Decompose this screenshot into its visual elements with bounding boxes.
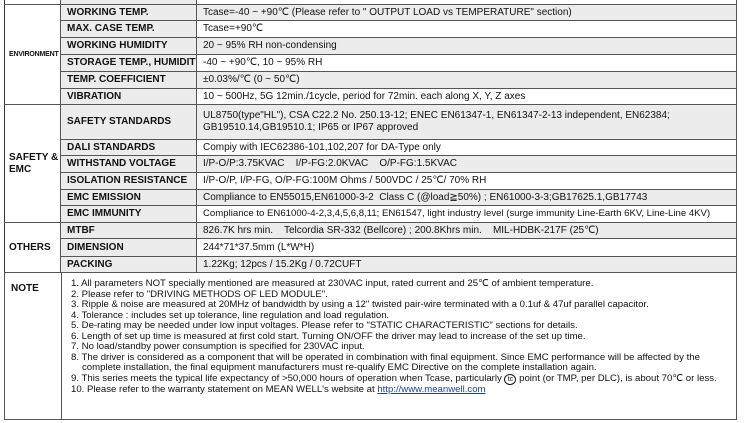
group-safety-emc: SAFETY & EMC: [4, 104, 61, 223]
note-text: point (or TMP, per DLC), is about 70℃ or…: [516, 372, 717, 384]
note-label: NOTE: [11, 283, 39, 294]
row-value: 826.7K hrs min. Telcordia SR-332 (Bellco…: [196, 222, 737, 239]
row-value: Compliance to EN55015,EN61000-3-2 Class …: [196, 189, 737, 206]
row-label: MAX. CASE TEMP.: [60, 20, 197, 38]
table-row: PACKING 1.22Kg; 12pcs / 15.2Kg / 0.72CUFT: [5, 256, 737, 273]
row-value: UL8750(type"HL"), CSA C22.2 No. 250.13-1…: [196, 104, 737, 140]
row-value: Tcase=-40 ~ +90℃ (Please refer to " OUTP…: [196, 4, 737, 21]
note-item: 1. All parameters NOT specially mentione…: [71, 278, 594, 289]
table-row: EMC EMISSION Compliance to EN55015,EN6100…: [5, 189, 737, 206]
row-value-line: UL8750(type"HL"), CSA C22.2 No. 250.13-1…: [203, 110, 670, 121]
group-environment: ENVIRONMENT: [4, 4, 61, 105]
row-value: 1.22Kg; 12pcs / 15.2Kg / 0.72CUFT: [196, 256, 737, 273]
note-item-continuation: complete installation, the final equipme…: [82, 362, 597, 373]
note-divider: [61, 273, 62, 419]
note-item: 4. Tolerance : includes set up tolerance…: [71, 309, 390, 321]
note-list: 1. All parameters NOT specially mentione…: [71, 278, 717, 396]
row-label: DIMENSION: [60, 238, 197, 257]
row-value: Tcase=+90℃: [196, 20, 737, 38]
row-label: EMC IMMUNITY: [60, 205, 197, 223]
note-text: 9. This series meets the typical life ex…: [71, 372, 505, 384]
note-item: 7. No load/standby power consumption is …: [71, 341, 365, 352]
table-row: STORAGE TEMP., HUMIDITY -40 ~ +90℃, 10 ~ …: [5, 54, 737, 72]
table-row: WORKING HUMIDITY 20 ~ 95% RH non-condensi…: [5, 37, 737, 55]
row-label: STORAGE TEMP., HUMIDITY: [60, 54, 197, 72]
note-item: 6. Length of set up time is measured at …: [71, 330, 586, 342]
table-row: SAFETY & EMC SAFETY STANDARDS UL8750(typ…: [4, 104, 737, 223]
row-value: ±0.03%/℃ (0 ~ 50℃): [196, 71, 737, 89]
table-row: WITHSTAND VOLTAGE I/P-O/P:3.75KVAC I/P-FG…: [5, 155, 737, 173]
row-label: VIBRATION: [60, 88, 197, 105]
table-row: MAX. CASE TEMP. Tcase=+90℃: [5, 20, 737, 38]
row-value: 244*71*37.5mm (L*W*H): [196, 238, 737, 257]
row-label: WORKING TEMP.: [60, 4, 197, 21]
row-value: Compiy with IEC62386-101,102,207 for DA-…: [196, 139, 737, 156]
table-row: ENVIRONMENT WORKING TEMP. Tcase=-40 ~ +9…: [4, 4, 737, 105]
row-label: TEMP. COEFFICIENT: [60, 71, 197, 89]
table-row: OTHERS MTBF 826.7K hrs min. Telcordia SR…: [4, 222, 737, 273]
tc-point-icon: tc: [504, 373, 517, 385]
note-item: 9. This series meets the typical life ex…: [71, 372, 717, 385]
table-row: VIBRATION 10 ~ 500Hz, 5G 12min./1cycle, p…: [5, 88, 737, 105]
row-value: -40 ~ +90℃, 10 ~ 95% RH: [196, 54, 737, 72]
row-value: I/P-O/P:3.75KVAC I/P-FG:2.0KVAC O/P-FG:1…: [196, 155, 737, 173]
note-text: 10. Please refer to the warranty stateme…: [71, 383, 378, 395]
row-value-line: GB19510.14,GB19510.1; IP65 or IP67 appro…: [203, 122, 419, 133]
row-label: DALI STANDARDS: [60, 139, 197, 156]
table-row: DIMENSION 244*71*37.5mm (L*W*H): [5, 238, 737, 257]
row-label: WORKING HUMIDITY: [60, 37, 197, 55]
row-value: I/P-O/P, I/P-FG, O/P-FG:100M Ohms / 500V…: [196, 172, 737, 190]
note-item: 5. De-rating may be needed under low inp…: [71, 320, 578, 331]
meanwell-website-link[interactable]: http://www.meanwell.com: [377, 383, 486, 395]
row-label: ISOLATION RESISTANCE: [60, 172, 197, 190]
row-label: PACKING: [60, 256, 197, 273]
row-value: 10 ~ 500Hz, 5G 12min./1cycle, period for…: [196, 88, 737, 105]
row-value: 20 ~ 95% RH non-condensing: [196, 37, 737, 55]
row-label: WITHSTAND VOLTAGE: [60, 155, 197, 173]
table-row: TEMP. COEFFICIENT ±0.03%/℃ (0 ~ 50℃): [5, 71, 737, 89]
group-others: OTHERS: [4, 222, 61, 273]
note-item: 10. Please refer to the warranty stateme…: [71, 383, 717, 396]
note-item: 2. Please refer to "DRIVING METHODS OF L…: [71, 288, 328, 300]
row-label: MTBF: [60, 222, 197, 239]
spec-table: ENVIRONMENT WORKING TEMP. Tcase=-40 ~ +9…: [4, 0, 737, 273]
table-row: EMC IMMUNITY Compliance to EN61000-4-2,3,…: [5, 205, 737, 223]
row-value: Compliance to EN61000-4-2,3,4,5,6,8,11; …: [196, 205, 737, 223]
table-row: DALI STANDARDS Compiy with IEC62386-101,1…: [5, 139, 737, 156]
note-section: NOTE 1. All parameters NOT specially men…: [4, 272, 737, 420]
row-label: EMC EMISSION: [60, 189, 197, 206]
row-label: SAFETY STANDARDS: [60, 104, 197, 140]
note-item: 3. Ripple & noise are measured at 20MHz …: [71, 299, 649, 310]
note-item: 8. The driver is considered as a compone…: [71, 351, 700, 363]
table-row: ISOLATION RESISTANCE I/P-O/P, I/P-FG, O/P…: [5, 172, 737, 190]
